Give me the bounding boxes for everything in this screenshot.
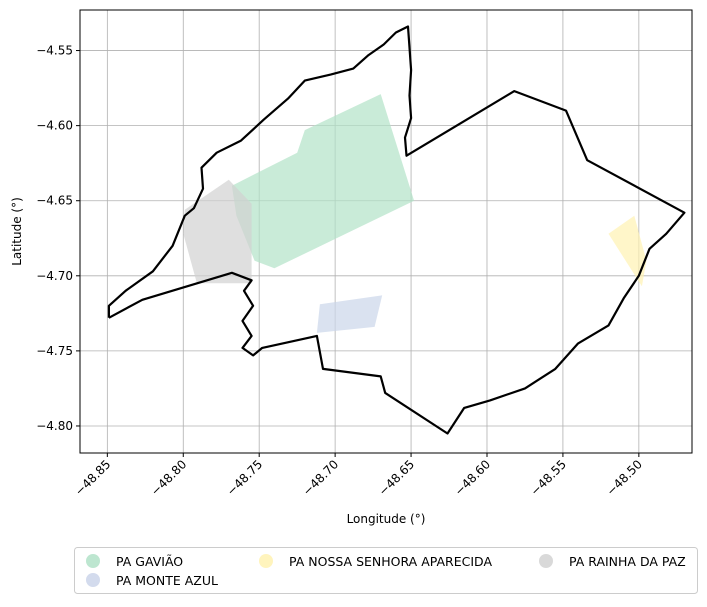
y-tick-label-4: −4.75 [36,344,73,358]
x-tick-label-6: −48.55 [528,457,569,498]
legend-label-3: PA RAINHA DA PAZ [569,554,686,569]
x-axis-ticks: −48.85 −48.80 −48.75 −48.70 −48.65 −48.60 −48.… [72,453,645,499]
x-tick-label-3: −48.70 [300,457,341,498]
region-1 [316,295,383,333]
y-tick-label-1: −4.60 [36,119,73,133]
region-0 [231,94,415,269]
x-tick-label-1: −48.80 [148,457,189,498]
municipal-boundary [107,25,686,435]
x-tick-label-2: −48.75 [224,457,265,498]
x-axis-label: Longitude (°) [347,512,426,526]
y-tick-label-5: −4.80 [36,419,73,433]
legend-marker-3 [539,554,553,568]
y-tick-label-2: −4.65 [36,194,73,208]
legend-marker-0 [86,554,100,568]
legend-marker-1 [86,573,100,587]
legend: PA GAVIÃO PA MONTE AZUL PA NOSSA SENHORA A… [74,547,698,594]
settlement-regions [183,94,647,333]
legend-marker-2 [259,554,273,568]
y-axis-label: Latitude (°) [10,197,24,266]
boundary-line [107,25,686,435]
x-tick-label-4: −48.65 [376,457,417,498]
y-axis-ticks: −4.55 −4.60 −4.65 −4.70 −4.75 −4.80 [36,44,80,433]
x-tick-label-0: −48.85 [72,457,113,498]
legend-label-0: PA GAVIÃO [116,554,183,569]
plot-frame [79,9,693,454]
legend-label-1: PA MONTE AZUL [116,573,218,588]
grid-lines [80,10,692,453]
y-tick-label-0: −4.55 [36,44,73,58]
region-3 [183,179,252,284]
region-2 [608,215,647,287]
legend-label-2: PA NOSSA SENHORA APARECIDA [289,554,492,569]
y-tick-label-3: −4.70 [36,269,73,283]
x-tick-label-5: −48.60 [452,457,493,498]
x-tick-label-7: −48.50 [604,457,645,498]
